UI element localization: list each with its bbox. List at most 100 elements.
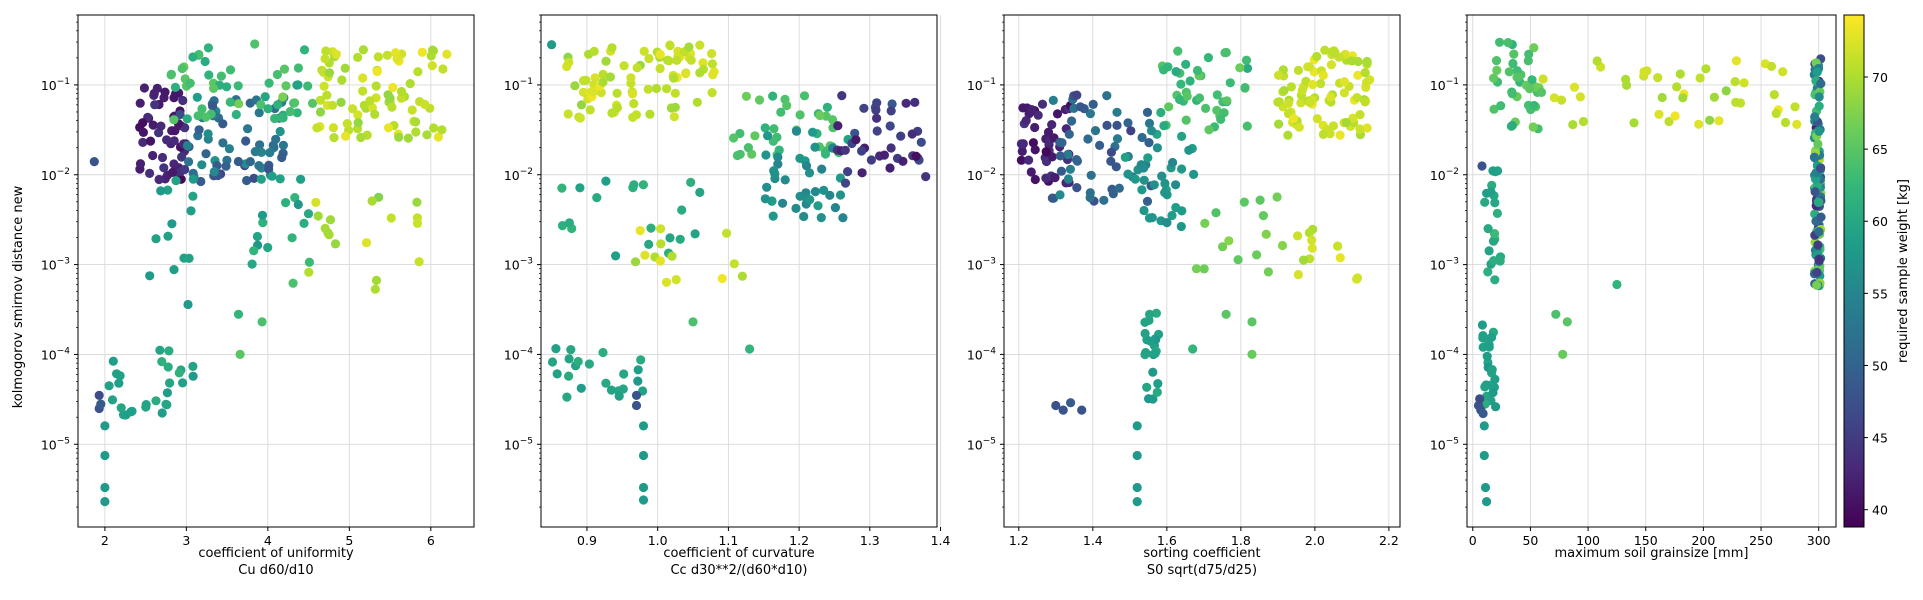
scatter-point [1120, 152, 1130, 162]
scatter-point [579, 76, 589, 86]
scatter-point [121, 410, 131, 420]
data-points [89, 39, 452, 507]
scatter-point [619, 61, 629, 71]
scatter-point [1575, 92, 1585, 102]
subplot-1: 2 3 4 5 6 10−5 10−4 10−3 10−2 10−1 coefficient of … [41, 14, 475, 578]
scatter-point [169, 115, 179, 125]
scatter-point [1088, 99, 1098, 109]
scatter-point [851, 135, 861, 145]
scatter-point [833, 121, 843, 131]
scatter-point [776, 107, 786, 117]
scatter-point [337, 75, 347, 85]
scatter-point [188, 52, 198, 62]
scatter-point [233, 309, 244, 319]
scatter-point [1509, 49, 1519, 59]
scatter-point [635, 226, 645, 236]
scatter-point [145, 168, 155, 178]
scatter-point [1293, 65, 1303, 75]
scatter-point [209, 83, 219, 93]
subplots: 2 3 4 5 6 10−5 10−4 10−3 10−2 10−1 coefficient of … [41, 14, 1837, 578]
y-tick-label: 10−5 [504, 436, 533, 452]
scatter-point [194, 125, 204, 135]
scatter-point [1771, 108, 1781, 119]
scatter-point [762, 182, 772, 192]
scatter-point [1017, 146, 1027, 156]
scatter-point [692, 97, 702, 107]
scatter-point [707, 49, 717, 59]
scatter-point [1018, 103, 1028, 113]
scatter-point [722, 228, 732, 238]
scatter-point [370, 109, 380, 119]
scatter-point [886, 143, 896, 153]
scatter-point [1672, 82, 1682, 92]
scatter-point [1099, 195, 1109, 205]
scatter-point [1258, 211, 1268, 221]
scatter-point [169, 265, 179, 275]
scatter-point [1296, 98, 1306, 108]
scatter-point [1085, 188, 1095, 198]
scatter-point [886, 106, 896, 116]
subplot-2: 0.9 1.0 1.1 1.2 1.3 1.4 10−5 10−4 10−3 10−2 10−1 co… [504, 14, 951, 578]
scatter-point [320, 54, 330, 64]
scatter-point [422, 130, 432, 140]
scatter-point [405, 79, 415, 89]
scatter-point [808, 127, 818, 137]
scatter-point [619, 369, 629, 379]
scatter-point [655, 63, 665, 74]
scatter-point [342, 119, 352, 129]
scatter-point [667, 251, 677, 261]
plot-frame [77, 14, 475, 528]
scatter-point [1050, 173, 1060, 183]
scatter-point [258, 218, 268, 228]
scatter-point [169, 136, 179, 146]
scatter-point [564, 57, 574, 67]
scatter-point [592, 193, 602, 203]
scatter-point [1150, 348, 1160, 359]
y-tick-label: 10−3 [41, 257, 70, 273]
scatter-point [373, 52, 383, 62]
scatter-point [188, 174, 198, 184]
scatter-point [598, 69, 608, 79]
scatter-point [242, 175, 252, 186]
scatter-point [245, 157, 255, 167]
colorbar-tick-label: 55 [1872, 286, 1888, 301]
scatter-point [1048, 95, 1058, 105]
scatter-point [1241, 55, 1252, 65]
scatter-point [278, 92, 288, 102]
scatter-point [564, 218, 575, 228]
scatter-point [249, 246, 259, 256]
scatter-point [1308, 80, 1318, 90]
scatter-point [1052, 109, 1063, 119]
scatter-point [547, 40, 557, 50]
scatter-point [805, 195, 815, 205]
x-tick-label: 100 [1576, 533, 1600, 548]
scatter-point [100, 482, 110, 493]
scatter-point [557, 221, 568, 231]
scatter-point [633, 365, 643, 375]
scatter-point [1328, 121, 1338, 131]
scatter-point [1335, 253, 1345, 263]
scatter-point [233, 81, 243, 91]
scatter-point [1654, 109, 1664, 119]
scatter-point [1360, 68, 1370, 78]
data-points [1473, 37, 1826, 507]
scatter-point [1151, 308, 1161, 318]
scatter-point [1160, 178, 1170, 189]
x-tick-label: 3 [182, 533, 190, 548]
x-tick-label: 1.1 [718, 533, 738, 548]
scatter-point [263, 242, 273, 253]
scatter-point [155, 345, 165, 355]
scatter-point [686, 55, 696, 65]
scatter-point [367, 196, 377, 206]
scatter-point [1549, 93, 1559, 103]
scatter-point [662, 84, 672, 94]
scatter-point [563, 109, 573, 119]
scatter-point [1657, 92, 1667, 103]
scatter-point [1026, 167, 1036, 177]
scatter-point [208, 101, 218, 111]
scatter-point [1218, 242, 1228, 252]
scatter-point [1592, 56, 1602, 66]
scatter-point [872, 98, 882, 108]
x-axis-label: coefficient of uniformity [198, 546, 354, 561]
scatter-point [815, 110, 825, 121]
